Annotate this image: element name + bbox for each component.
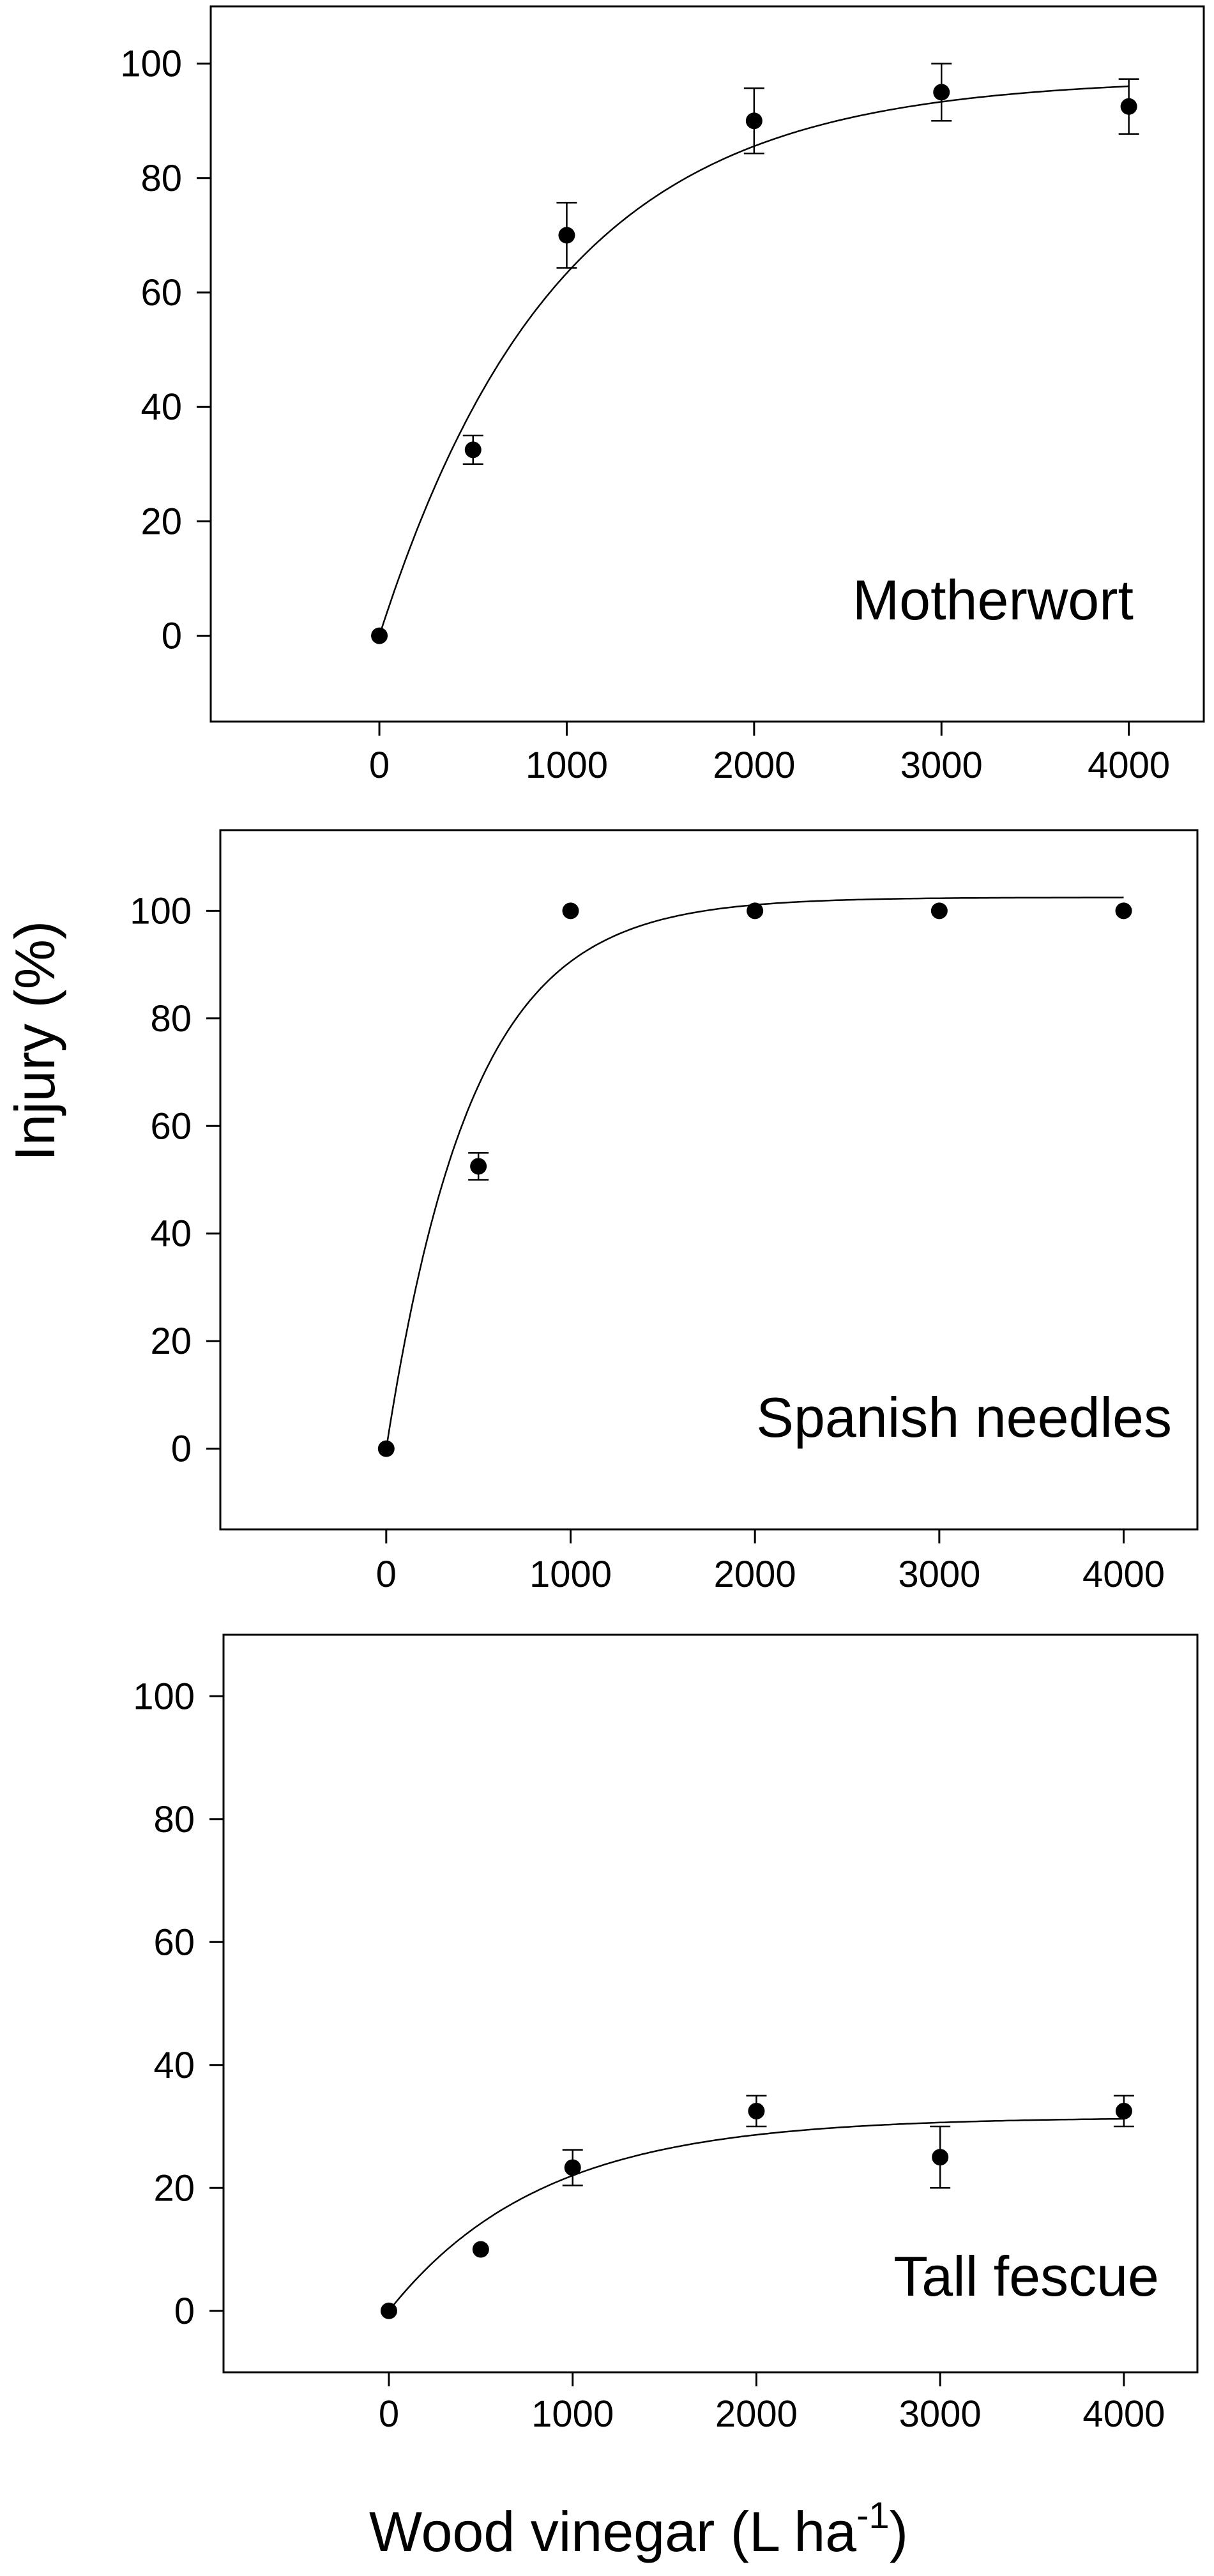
fit-curve xyxy=(378,85,1129,636)
fit-curve xyxy=(388,2118,1124,2312)
x-tick-label: 4000 xyxy=(1088,745,1170,786)
x-tick-label: 1000 xyxy=(529,1554,612,1595)
data-point xyxy=(377,1440,395,1457)
data-point xyxy=(472,2241,489,2258)
x-tick-label: 3000 xyxy=(898,1554,980,1595)
x-axis-title-main: Wood vinegar (L ha xyxy=(369,2500,856,2563)
y-tick-label: 100 xyxy=(133,1676,195,1717)
x-tick-label: 4000 xyxy=(1082,1554,1165,1595)
y-tick-label: 0 xyxy=(174,2291,195,2332)
x-tick-label: 2000 xyxy=(714,1554,796,1595)
panel-title-motherwort: Motherwort xyxy=(853,568,1134,632)
data-point xyxy=(930,902,948,920)
data-point xyxy=(1115,902,1132,920)
data-point xyxy=(1120,98,1137,115)
data-point xyxy=(747,902,764,920)
y-tick-label: 100 xyxy=(130,890,192,932)
x-tick-label: 3000 xyxy=(899,2393,982,2435)
data-point xyxy=(564,2159,581,2176)
x-tick-label: 1000 xyxy=(526,745,608,786)
data-point xyxy=(380,2302,397,2319)
data-point xyxy=(558,227,575,244)
x-axis-title-end: ) xyxy=(890,2500,908,2563)
y-tick-label: 20 xyxy=(140,501,182,542)
panel-title-spanish-needles: Spanish needles xyxy=(756,1386,1172,1449)
y-tick-label: 0 xyxy=(171,1428,192,1470)
y-tick-label: 60 xyxy=(153,1921,195,1963)
x-tick-label: 0 xyxy=(376,1554,397,1595)
x-tick-label: 4000 xyxy=(1082,2393,1165,2435)
x-tick-label: 3000 xyxy=(900,745,983,786)
y-axis-title: Injury (%) xyxy=(3,921,66,1162)
y-tick-label: 80 xyxy=(150,998,192,1040)
y-tick-label: 100 xyxy=(120,43,182,85)
data-point xyxy=(1115,2102,1132,2119)
y-tick-label: 60 xyxy=(150,1105,192,1147)
data-point xyxy=(562,902,579,920)
data-point xyxy=(933,84,950,101)
plot-frame xyxy=(219,829,1199,1531)
x-axis-title: Wood vinegar (L ha-1) xyxy=(369,2495,908,2563)
x-tick-label: 1000 xyxy=(531,2393,614,2435)
data-point xyxy=(371,627,388,644)
x-tick-label: 0 xyxy=(379,2393,399,2435)
data-point xyxy=(745,112,763,130)
plot-frame xyxy=(209,5,1205,723)
y-tick-label: 40 xyxy=(153,2045,195,2086)
plot-frame xyxy=(222,1633,1199,2374)
x-axis-title-superscript: -1 xyxy=(856,2495,890,2536)
x-tick-label: 2000 xyxy=(713,745,795,786)
data-point xyxy=(748,2102,765,2119)
y-tick-label: 20 xyxy=(150,1321,192,1362)
y-tick-label: 40 xyxy=(140,386,182,428)
data-point xyxy=(464,441,482,458)
x-tick-label: 0 xyxy=(369,745,390,786)
y-tick-label: 40 xyxy=(150,1213,192,1255)
y-tick-label: 20 xyxy=(153,2167,195,2209)
data-point xyxy=(932,2149,949,2166)
y-tick-label: 0 xyxy=(162,616,182,657)
fit-curve xyxy=(385,897,1124,1449)
y-tick-label: 80 xyxy=(153,1799,195,1840)
y-tick-label: 60 xyxy=(140,272,182,314)
x-tick-label: 2000 xyxy=(715,2393,798,2435)
data-point xyxy=(470,1158,487,1175)
panel-title-tall-fescue: Tall fescue xyxy=(893,2245,1159,2308)
y-tick-label: 80 xyxy=(140,158,182,199)
